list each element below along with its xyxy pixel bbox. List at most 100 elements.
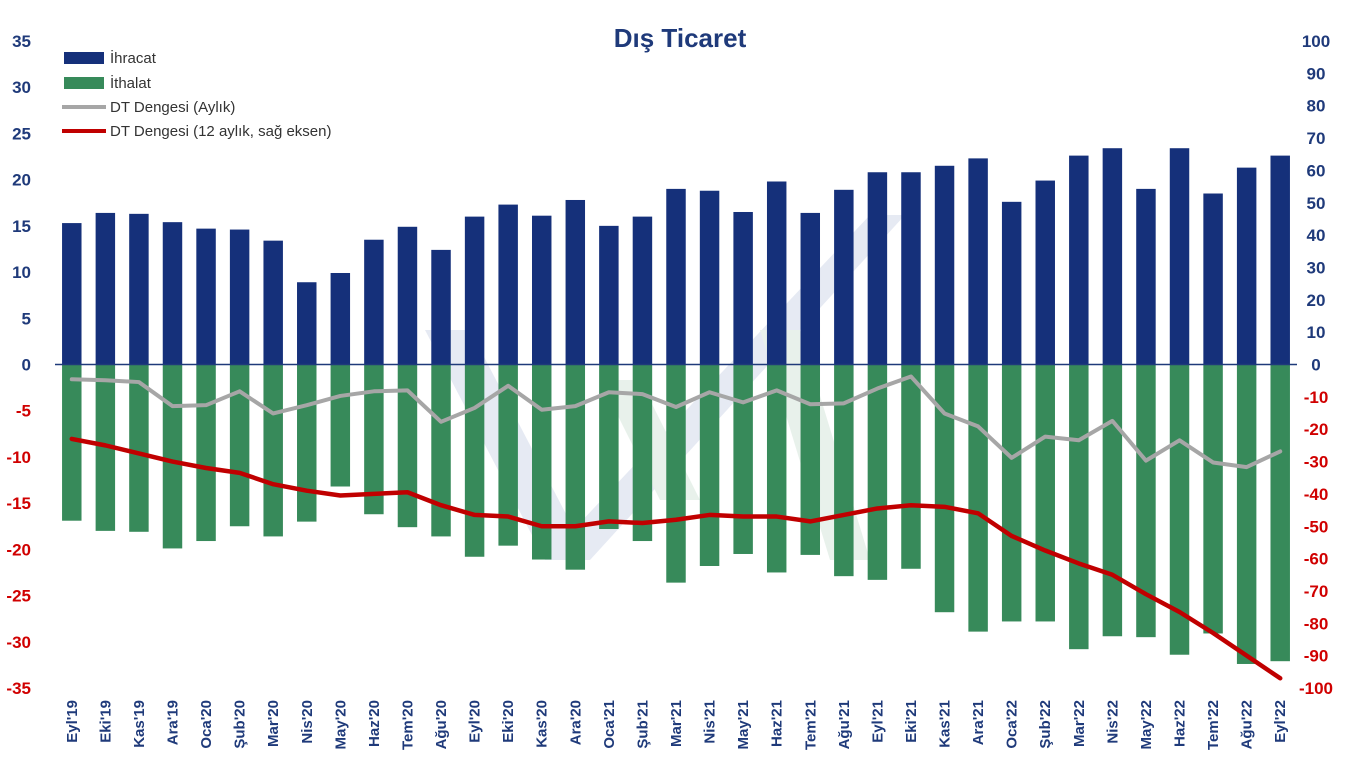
import-bar [498, 364, 518, 546]
x-axis-tick-label: Eyl'19 [64, 700, 81, 743]
import-bar [934, 364, 955, 613]
import-bar [229, 364, 250, 527]
import-bar [431, 364, 451, 537]
x-axis-tick-label: Ağu'22 [1239, 700, 1256, 749]
x-axis-tick-label: Tem'21 [802, 700, 819, 750]
export-bar [632, 216, 653, 365]
right-axis-tick-label: 60 [1307, 161, 1326, 180]
dt-dengesi-aylik-line [69, 374, 1283, 470]
export-bar [565, 199, 586, 365]
x-axis-tick-label: Şub'20 [232, 700, 249, 749]
export-bar [1136, 188, 1156, 365]
legend-label-ithalat: İthalat [110, 74, 152, 92]
x-axis-tick-label: Eki'20 [500, 700, 517, 743]
import-bar [800, 364, 821, 555]
export-bar [330, 272, 351, 365]
import-bar [129, 364, 149, 532]
x-axis-tick-label: Oca'22 [1004, 700, 1021, 749]
x-axis-tick-label: Eyl'22 [1272, 700, 1289, 743]
export-bar [364, 239, 384, 365]
right-axis-tick-label: 40 [1307, 226, 1326, 245]
x-axis-tick-label: Mar'21 [668, 700, 685, 747]
import-bar [1236, 364, 1257, 664]
x-axis-tick-label: Nis'22 [1104, 700, 1121, 744]
right-axis-tick-label: 70 [1307, 129, 1326, 148]
export-bar [464, 216, 485, 365]
x-axis-tick-label: Ağu'20 [433, 700, 450, 749]
export-bar [800, 212, 821, 365]
x-axis-tick-label: Eki'21 [903, 700, 920, 743]
export-bar [95, 212, 116, 365]
dt-dengesi-12-aylik-line [69, 436, 1283, 681]
left-axis-tick-label: 5 [22, 309, 31, 328]
right-axis-tick-label: 100 [1302, 32, 1330, 51]
export-bar [229, 229, 250, 365]
import-bar [62, 364, 82, 521]
export-bar [1236, 167, 1257, 365]
left-axis-tick-label: -5 [16, 402, 31, 421]
export-bar [1035, 180, 1055, 365]
export-bar [666, 188, 686, 365]
import-bar [766, 364, 787, 573]
right-axis-tick-label: -100 [1299, 679, 1333, 698]
import-bar [397, 364, 418, 528]
right-axis-tick-label: -70 [1304, 582, 1329, 601]
left-axis-tick-label: -30 [6, 633, 31, 652]
right-axis-tick-label: 20 [1307, 291, 1326, 310]
x-axis-tick-label: Tem'20 [399, 700, 416, 750]
export-bar [1169, 148, 1190, 365]
right-axis-tick-label: 0 [1311, 356, 1320, 375]
x-axis-tick-label: Haz'20 [366, 700, 383, 747]
x-axis-tick-label: Mar'20 [265, 700, 282, 747]
import-bar [263, 364, 283, 537]
right-axis-tick-label: -60 [1304, 550, 1329, 569]
left-axis-tick-label: 25 [12, 124, 31, 143]
export-bar [1001, 201, 1022, 365]
export-bar [968, 158, 988, 365]
x-axis-tick-label: Mar'22 [1071, 700, 1088, 747]
x-axis-tick-label: Oca'21 [601, 700, 618, 749]
legend-label-dt-aylik: DT Dengesi (Aylık) [110, 99, 235, 116]
right-axis-tick-label: 50 [1307, 194, 1326, 213]
import-bar [162, 364, 183, 549]
import-bar [968, 364, 988, 632]
left-axis-tick-label: -20 [6, 540, 31, 559]
x-axis: Eyl'19 Eki'19 Kas'19 Ara'19 Oca'20 Şub'20 Mar'… [64, 700, 1289, 750]
x-axis-tick-label: Nis'20 [299, 700, 316, 744]
export-bar [62, 223, 82, 365]
export-bar [867, 172, 888, 365]
x-axis-tick-label: Eyl'21 [869, 700, 886, 743]
import-bar [1001, 364, 1022, 622]
export-bar [766, 181, 787, 365]
import-bar [1102, 364, 1123, 637]
export-bar [1069, 155, 1089, 365]
right-axis-tick-label: 10 [1307, 323, 1326, 342]
x-axis-tick-label: Ara'21 [970, 700, 987, 745]
watermark-logo [425, 215, 905, 560]
export-bar [531, 215, 552, 365]
import-bar [733, 364, 753, 554]
export-bar [699, 190, 720, 365]
left-axis-tick-label: 35 [12, 32, 31, 51]
x-axis-tick-label: Kas'21 [937, 700, 954, 748]
export-bar [196, 228, 216, 365]
export-bar [733, 211, 753, 365]
x-axis-tick-label: Ağu'21 [836, 700, 853, 749]
export-bar [1203, 193, 1223, 365]
import-bar [867, 364, 888, 580]
right-axis-tick-label: -10 [1304, 388, 1329, 407]
x-axis-tick-label: Haz'22 [1172, 700, 1189, 747]
export-bar [599, 225, 619, 365]
x-axis-tick-label: May'20 [332, 700, 349, 749]
right-axis-tick-label: -50 [1304, 517, 1329, 536]
export-bar [431, 249, 451, 365]
export-bar [263, 240, 283, 365]
import-bars [62, 364, 1290, 664]
x-axis-tick-label: Şub'21 [634, 700, 651, 749]
x-axis-tick-label: Tem'22 [1205, 700, 1222, 750]
export-bar [498, 204, 518, 365]
right-axis-tick-label: -20 [1304, 420, 1329, 439]
x-axis-tick-label: Ara'19 [164, 700, 181, 745]
left-axis-tick-label: 0 [22, 356, 31, 375]
import-bar [531, 364, 552, 560]
